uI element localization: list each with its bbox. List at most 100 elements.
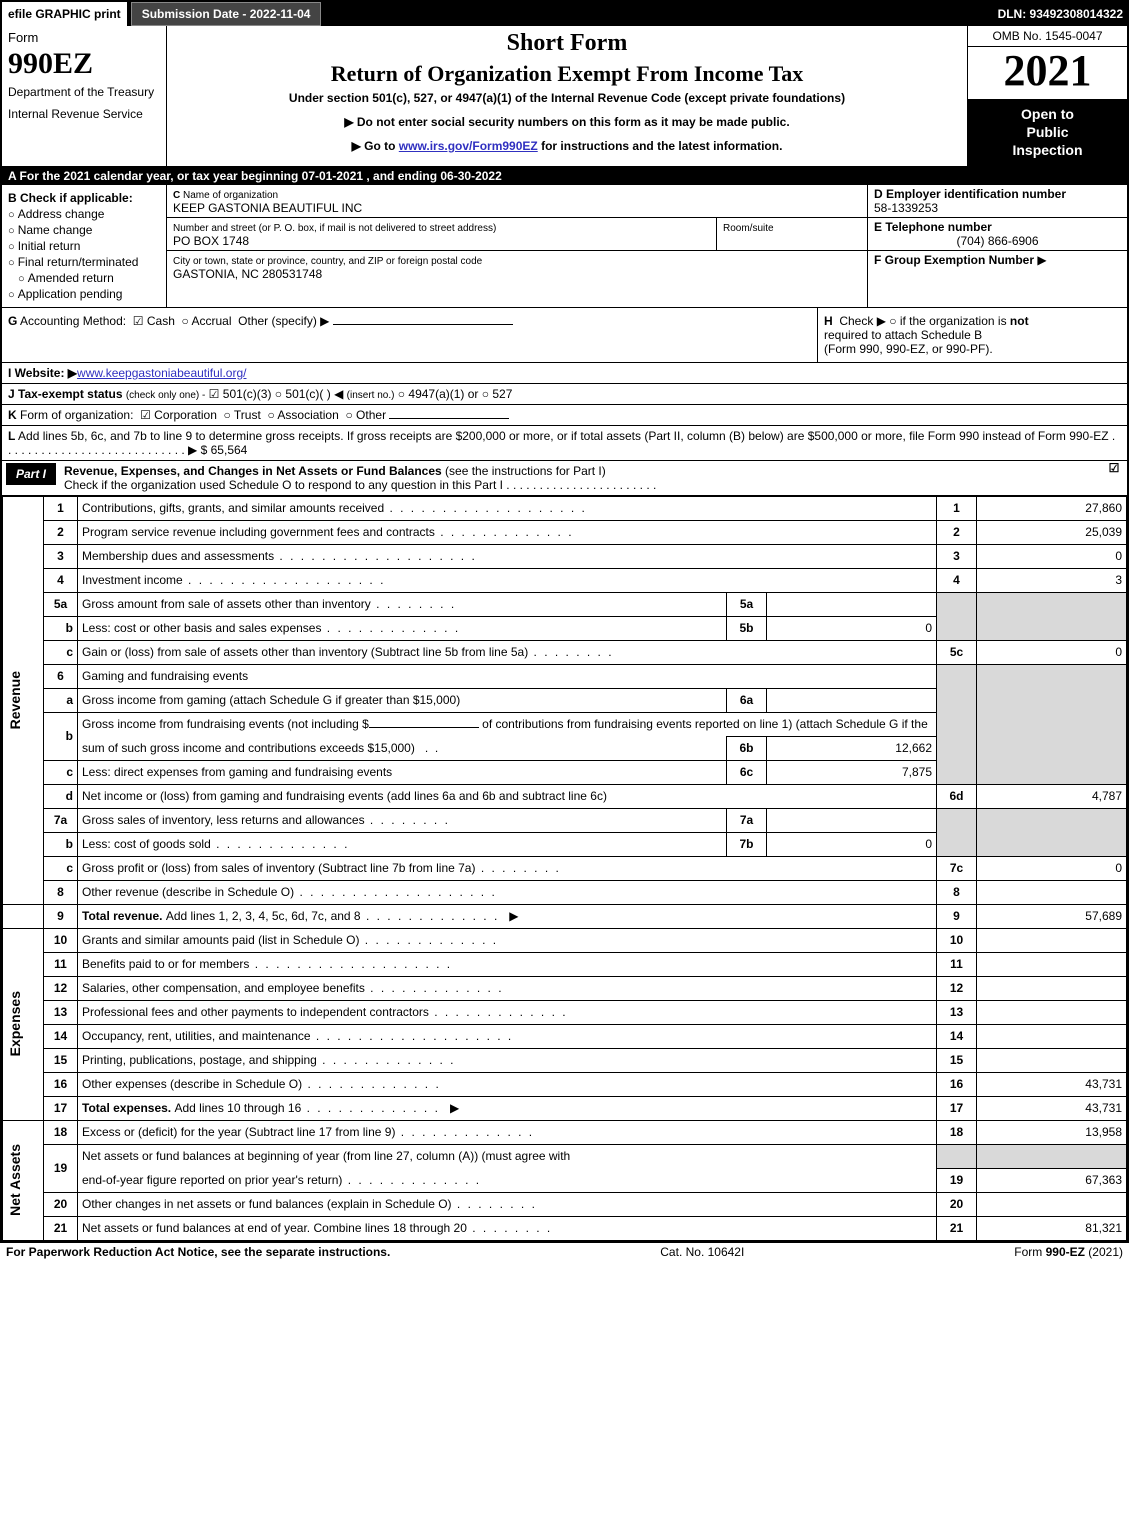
dots-icon bbox=[371, 597, 456, 611]
ln1-num: 1 bbox=[44, 496, 78, 520]
chk-final-return[interactable]: Final return/terminated bbox=[8, 255, 160, 269]
ln8-desc: Other revenue (describe in Schedule O) bbox=[78, 880, 937, 904]
chk-527[interactable]: 527 bbox=[482, 387, 513, 401]
ln17-rv: 43,731 bbox=[977, 1096, 1127, 1120]
ln12-num: 12 bbox=[44, 976, 78, 1000]
netassets-sidebar: Net Assets bbox=[3, 1120, 44, 1240]
ln8-rv bbox=[977, 880, 1127, 904]
ln3-rv: 0 bbox=[977, 544, 1127, 568]
ln14-desc: Occupancy, rent, utilities, and maintena… bbox=[78, 1024, 937, 1048]
ln10-num: 10 bbox=[44, 928, 78, 952]
dots-icon bbox=[294, 885, 497, 899]
ln6d-rv: 4,787 bbox=[977, 784, 1127, 808]
ln19-desc1: Net assets or fund balances at beginning… bbox=[78, 1144, 937, 1168]
table-row: end-of-year figure reported on prior yea… bbox=[3, 1168, 1127, 1192]
ln6a-mn: 6a bbox=[727, 688, 767, 712]
header-right-col: OMB No. 1545-0047 2021 Open to Public In… bbox=[967, 26, 1127, 166]
b-letter: B bbox=[8, 191, 17, 205]
ln6b-d3: sum of such gross income and contributio… bbox=[82, 741, 415, 755]
ln20-d: Other changes in net assets or fund bala… bbox=[82, 1197, 452, 1211]
chk-501c3[interactable]: 501(c)(3) bbox=[209, 387, 272, 401]
ln19-rv: 67,363 bbox=[977, 1168, 1127, 1192]
dots-icon bbox=[395, 1125, 534, 1139]
efile-print-label[interactable]: efile GRAPHIC print bbox=[2, 2, 127, 26]
chk-accrual[interactable]: Accrual bbox=[182, 314, 232, 328]
ln5ab-rv-shade bbox=[977, 592, 1127, 640]
ln9-rn: 9 bbox=[937, 904, 977, 928]
instruction-no-ssn: ▶ Do not enter social security numbers o… bbox=[173, 115, 961, 129]
ln6d-num: d bbox=[44, 784, 78, 808]
other-specify[interactable]: Other (specify) ▶ bbox=[238, 314, 329, 328]
table-row: 7a Gross sales of inventory, less return… bbox=[3, 808, 1127, 832]
org-name: KEEP GASTONIA BEAUTIFUL INC bbox=[173, 201, 362, 215]
table-row: 20 Other changes in net assets or fund b… bbox=[3, 1192, 1127, 1216]
ln3-d: Membership dues and assessments bbox=[82, 549, 274, 563]
instr2-post: for instructions and the latest informat… bbox=[538, 139, 783, 153]
ln7b-mv: 0 bbox=[767, 832, 937, 856]
l-text: Add lines 5b, 6c, and 7b to line 9 to de… bbox=[18, 429, 1109, 443]
ln13-rv bbox=[977, 1000, 1127, 1024]
expenses-sidebar: Expenses bbox=[3, 928, 44, 1120]
chk-cash[interactable]: Cash bbox=[133, 314, 175, 328]
ln5b-mn: 5b bbox=[727, 616, 767, 640]
part-i-checkbox[interactable]: ☑ bbox=[1101, 461, 1127, 475]
table-row: Revenue 1 Contributions, gifts, grants, … bbox=[3, 496, 1127, 520]
insert-no: (insert no.) bbox=[347, 390, 395, 401]
chk-initial-return[interactable]: Initial return bbox=[8, 239, 160, 253]
dots-icon bbox=[452, 1197, 537, 1211]
ln6c-desc: Less: direct expenses from gaming and fu… bbox=[78, 760, 727, 784]
ln6b-amount-line[interactable] bbox=[369, 727, 479, 728]
website-link[interactable]: www.keepgastoniabeautiful.org/ bbox=[77, 366, 246, 380]
dots-icon bbox=[274, 549, 477, 563]
chk-name-change[interactable]: Name change bbox=[8, 223, 160, 237]
ln6b-mn: 6b bbox=[727, 736, 767, 760]
chk-application-pending[interactable]: Application pending bbox=[8, 287, 160, 301]
street-value: PO BOX 1748 bbox=[173, 234, 249, 248]
ln5c-rv: 0 bbox=[977, 640, 1127, 664]
instr2-pre: ▶ Go to bbox=[352, 139, 399, 153]
h-schedule-b: H Check ▶ ○ if the organization is not r… bbox=[817, 308, 1127, 362]
ln12-desc: Salaries, other compensation, and employ… bbox=[78, 976, 937, 1000]
ln8-d: Other revenue (describe in Schedule O) bbox=[82, 885, 294, 899]
table-row: 5a Gross amount from sale of assets othe… bbox=[3, 592, 1127, 616]
k-text: Form of organization: bbox=[20, 408, 133, 422]
city-value: GASTONIA, NC 280531748 bbox=[173, 267, 322, 281]
chk-amended-return[interactable]: Amended return bbox=[18, 271, 160, 285]
ln15-rn: 15 bbox=[937, 1048, 977, 1072]
open-line1: Open to bbox=[972, 105, 1123, 123]
chk-501c[interactable]: 501(c)( ) bbox=[275, 387, 334, 401]
other-specify-line[interactable] bbox=[333, 324, 513, 325]
footer-right-pre: Form bbox=[1014, 1245, 1045, 1259]
line-i-website: I Website: ▶www.keepgastoniabeautiful.or… bbox=[2, 363, 1127, 384]
ln9-num: 9 bbox=[44, 904, 78, 928]
j-sub: (check only one) - bbox=[126, 390, 205, 401]
ln2-num: 2 bbox=[44, 520, 78, 544]
ln17-rn: 17 bbox=[937, 1096, 977, 1120]
footer-row: For Paperwork Reduction Act Notice, see … bbox=[0, 1243, 1129, 1261]
table-row: 8 Other revenue (describe in Schedule O)… bbox=[3, 880, 1127, 904]
chk-trust[interactable]: Trust bbox=[224, 408, 261, 422]
g-text: Accounting Method: bbox=[20, 314, 126, 328]
ln5a-mn: 5a bbox=[727, 592, 767, 616]
ln7ab-rv-shade bbox=[977, 808, 1127, 856]
chk-address-change[interactable]: Address change bbox=[8, 207, 160, 221]
ln2-rn: 2 bbox=[937, 520, 977, 544]
chk-corporation[interactable]: Corporation bbox=[140, 408, 217, 422]
other-org-line[interactable] bbox=[389, 418, 509, 419]
ln6b-desc3: sum of such gross income and contributio… bbox=[78, 736, 727, 760]
street-block: Number and street (or P. O. box, if mail… bbox=[167, 218, 867, 251]
chk-association[interactable]: Association bbox=[267, 408, 338, 422]
ln7c-num: c bbox=[44, 856, 78, 880]
ln5a-mv bbox=[767, 592, 937, 616]
f-arrow: ▶ bbox=[1037, 253, 1046, 267]
chk-other-org[interactable]: Other bbox=[345, 408, 386, 422]
k-label: K bbox=[8, 408, 17, 422]
table-row: 13 Professional fees and other payments … bbox=[3, 1000, 1127, 1024]
ln11-desc: Benefits paid to or for members bbox=[78, 952, 937, 976]
irs-link[interactable]: www.irs.gov/Form990EZ bbox=[399, 139, 538, 153]
tax-year: 2021 bbox=[968, 47, 1127, 99]
ln6a-mv bbox=[767, 688, 937, 712]
ln14-rn: 14 bbox=[937, 1024, 977, 1048]
chk-4947[interactable]: 4947(a)(1) or bbox=[398, 387, 479, 401]
room-suite-block: Room/suite bbox=[717, 218, 867, 250]
